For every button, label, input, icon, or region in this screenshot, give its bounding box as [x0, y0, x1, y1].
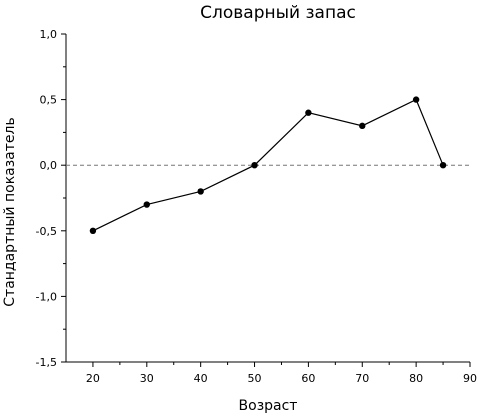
chart-title: Словарный запас — [200, 3, 356, 23]
data-point — [412, 96, 420, 103]
y-tick-label: -0,5 — [36, 225, 57, 238]
data-point — [305, 109, 312, 116]
y-tick-label: 0,0 — [40, 159, 58, 172]
x-tick-label: 30 — [140, 372, 154, 385]
data-point — [143, 201, 150, 208]
axes: 1,0 0,5 0,0 -0,5 -1,0 -1,5 20 30 40 50 60 70 80 90 — [36, 28, 477, 385]
data-point — [89, 227, 97, 234]
data-point — [197, 188, 204, 195]
y-axis-label: Стандартный показатель — [2, 117, 18, 306]
x-axis-label: Возраст — [239, 398, 298, 414]
y-tick-label: 1,0 — [40, 28, 58, 41]
y-tick-label: 0,5 — [40, 94, 58, 107]
x-tick-label: 20 — [86, 372, 100, 385]
x-tick-label: 60 — [301, 372, 315, 385]
y-tick-label: -1,5 — [36, 356, 57, 369]
x-tick-label: 80 — [409, 372, 423, 385]
data-point — [359, 122, 366, 130]
y-tick-label: -1,0 — [36, 290, 57, 303]
x-tick-label: 40 — [194, 372, 208, 385]
series-layer — [89, 96, 447, 234]
x-tick-label: 50 — [248, 372, 262, 385]
data-point — [439, 162, 447, 169]
x-tick-label: 70 — [355, 372, 369, 385]
x-tick-label: 90 — [463, 372, 477, 385]
series-line — [92, 98, 444, 232]
data-point — [251, 162, 258, 169]
